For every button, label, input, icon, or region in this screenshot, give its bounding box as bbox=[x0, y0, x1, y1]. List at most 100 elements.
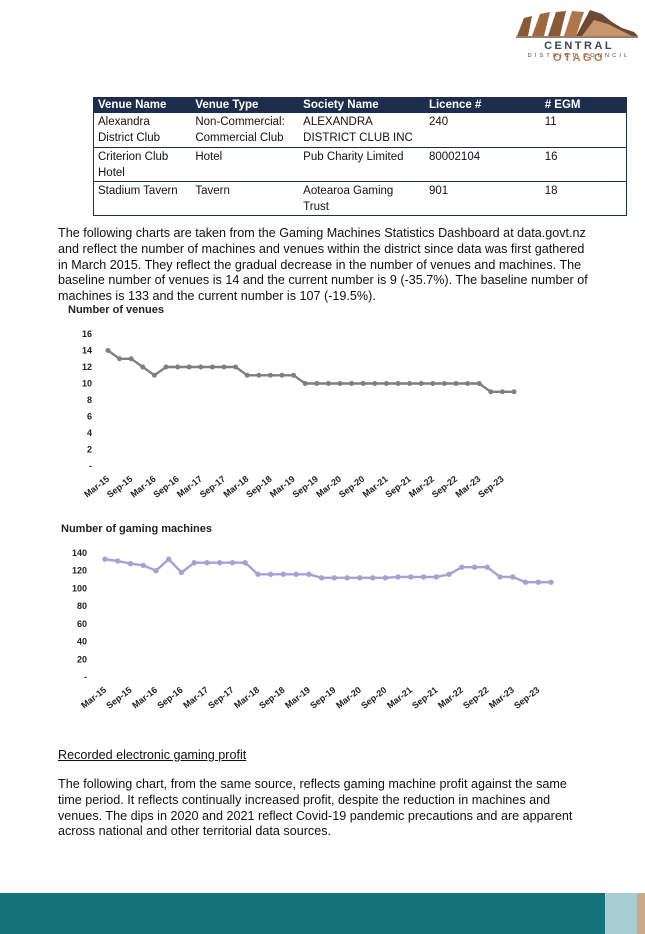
cell-licence: 80002104 bbox=[424, 147, 541, 182]
data-point bbox=[418, 381, 424, 387]
data-point bbox=[117, 356, 123, 362]
machines-chart: Number of gaming machines - 20 40 60 80 100 12… bbox=[55, 521, 575, 721]
venues-chart: Number of venues -2 4 6 8 10 12 14 16 Mar-15 Sep-… bbox=[58, 302, 538, 514]
data-point bbox=[430, 381, 436, 387]
x-tick-label: Sep-19 bbox=[291, 474, 320, 500]
table-row: Criterion Club Hotel Hotel Pub Charity L… bbox=[93, 147, 627, 182]
data-point bbox=[153, 568, 159, 574]
cell-licence: 240 bbox=[424, 113, 541, 148]
data-point bbox=[383, 381, 389, 387]
y-tick-label: 12 bbox=[82, 362, 92, 372]
data-point bbox=[256, 372, 262, 378]
cell-egm: 18 bbox=[540, 181, 627, 216]
x-tick-label: Sep-17 bbox=[198, 474, 227, 500]
x-tick-label: Sep-18 bbox=[244, 474, 273, 500]
y-tick-label: 10 bbox=[82, 379, 92, 389]
data-point bbox=[175, 364, 181, 370]
cell-egm: 11 bbox=[540, 113, 627, 148]
cell-society-name: ALEXANDRA DISTRICT CLUB INC bbox=[299, 113, 425, 148]
data-point bbox=[369, 575, 376, 581]
x-tick-label: Mar-20 bbox=[334, 685, 363, 711]
x-tick-label: Sep-16 bbox=[151, 474, 180, 500]
x-tick-label: Sep-21 bbox=[410, 685, 439, 711]
y-tick-label: 140 bbox=[72, 548, 87, 558]
cell-venue-type: Non-Commercial: Commercial Club bbox=[191, 113, 300, 148]
data-point bbox=[191, 560, 197, 566]
cell-licence: 901 bbox=[424, 181, 541, 216]
chart-title: Number of gaming machines bbox=[61, 523, 212, 535]
data-point bbox=[522, 579, 529, 585]
cell-venue-name: Stadium Tavern bbox=[93, 181, 192, 216]
x-tick-label: Sep-22 bbox=[430, 474, 459, 500]
cell-venue-name: Alexandra District Club bbox=[93, 113, 192, 148]
data-point bbox=[151, 372, 157, 378]
data-point bbox=[280, 571, 287, 577]
y-tick-label: 4 bbox=[87, 428, 92, 438]
header-society-name: Society Name bbox=[299, 97, 425, 113]
intro-paragraph: The following charts are taken from the … bbox=[58, 226, 588, 304]
data-point bbox=[499, 389, 505, 395]
data-point bbox=[488, 389, 494, 395]
x-tick-label: Mar-18 bbox=[232, 685, 261, 711]
data-point bbox=[229, 560, 236, 566]
header-licence: Licence # bbox=[424, 97, 541, 113]
data-point bbox=[318, 575, 325, 581]
x-tick-label: Sep-17 bbox=[206, 685, 235, 711]
chart-title: Number of venues bbox=[68, 304, 164, 316]
x-tick-label: Mar-19 bbox=[283, 685, 312, 711]
data-point bbox=[128, 356, 134, 362]
council-logo-hills-icon bbox=[516, 10, 638, 38]
data-point bbox=[314, 381, 320, 387]
y-tick-label: - bbox=[84, 672, 87, 682]
cell-society-name: Pub Charity Limited bbox=[299, 147, 425, 182]
header-venue-type: Venue Type bbox=[191, 97, 300, 113]
data-point bbox=[510, 574, 516, 580]
footer-accent-tan bbox=[637, 893, 645, 934]
data-point bbox=[453, 381, 459, 387]
x-tick-label: Sep-18 bbox=[257, 685, 286, 711]
data-point bbox=[349, 381, 355, 387]
x-tick-label: Sep-19 bbox=[308, 685, 337, 711]
data-point bbox=[127, 560, 134, 567]
data-point bbox=[233, 364, 239, 370]
x-tick-label: Mar-23 bbox=[487, 685, 516, 711]
data-point bbox=[255, 571, 261, 577]
data-point bbox=[497, 574, 503, 580]
x-tick-label: Mar-16 bbox=[130, 685, 159, 711]
data-point bbox=[511, 389, 517, 395]
data-point bbox=[102, 556, 108, 562]
data-point bbox=[441, 381, 447, 387]
data-point bbox=[459, 564, 465, 570]
series-line bbox=[107, 349, 514, 394]
x-tick-label: Sep-20 bbox=[359, 685, 388, 711]
cell-venue-type: Tavern bbox=[191, 181, 300, 216]
profit-paragraph: The following chart, from the same sourc… bbox=[58, 777, 573, 839]
footer-accent-light bbox=[605, 893, 637, 934]
y-tick-label: 40 bbox=[77, 637, 87, 647]
data-point bbox=[186, 364, 192, 370]
data-point bbox=[178, 569, 185, 576]
header-egm: # EGM bbox=[540, 97, 627, 113]
y-tick-label: 100 bbox=[72, 583, 87, 593]
x-tick-label: Mar-22 bbox=[436, 685, 465, 711]
table-row: Alexandra District Club Non-Commercial: … bbox=[93, 113, 627, 148]
y-tick-label: 8 bbox=[87, 395, 92, 405]
data-point bbox=[372, 381, 378, 387]
x-tick-label: Sep-15 bbox=[104, 685, 133, 711]
data-point bbox=[382, 575, 389, 581]
y-tick-label: 80 bbox=[77, 601, 87, 611]
cell-society-name: Aotearoa Gaming Trust bbox=[299, 181, 425, 216]
data-point bbox=[140, 562, 146, 569]
y-tick-label: 60 bbox=[77, 619, 87, 629]
data-point bbox=[357, 575, 363, 581]
y-tick-label: 6 bbox=[87, 412, 92, 422]
data-point bbox=[471, 564, 478, 570]
data-point bbox=[331, 575, 338, 581]
x-tick-label: Sep-16 bbox=[155, 685, 184, 711]
data-point bbox=[395, 574, 401, 580]
data-point bbox=[306, 571, 312, 577]
data-point bbox=[446, 571, 452, 577]
cell-egm: 16 bbox=[540, 147, 627, 182]
x-tick-label: Sep-15 bbox=[105, 474, 134, 500]
footer-band bbox=[0, 893, 605, 934]
